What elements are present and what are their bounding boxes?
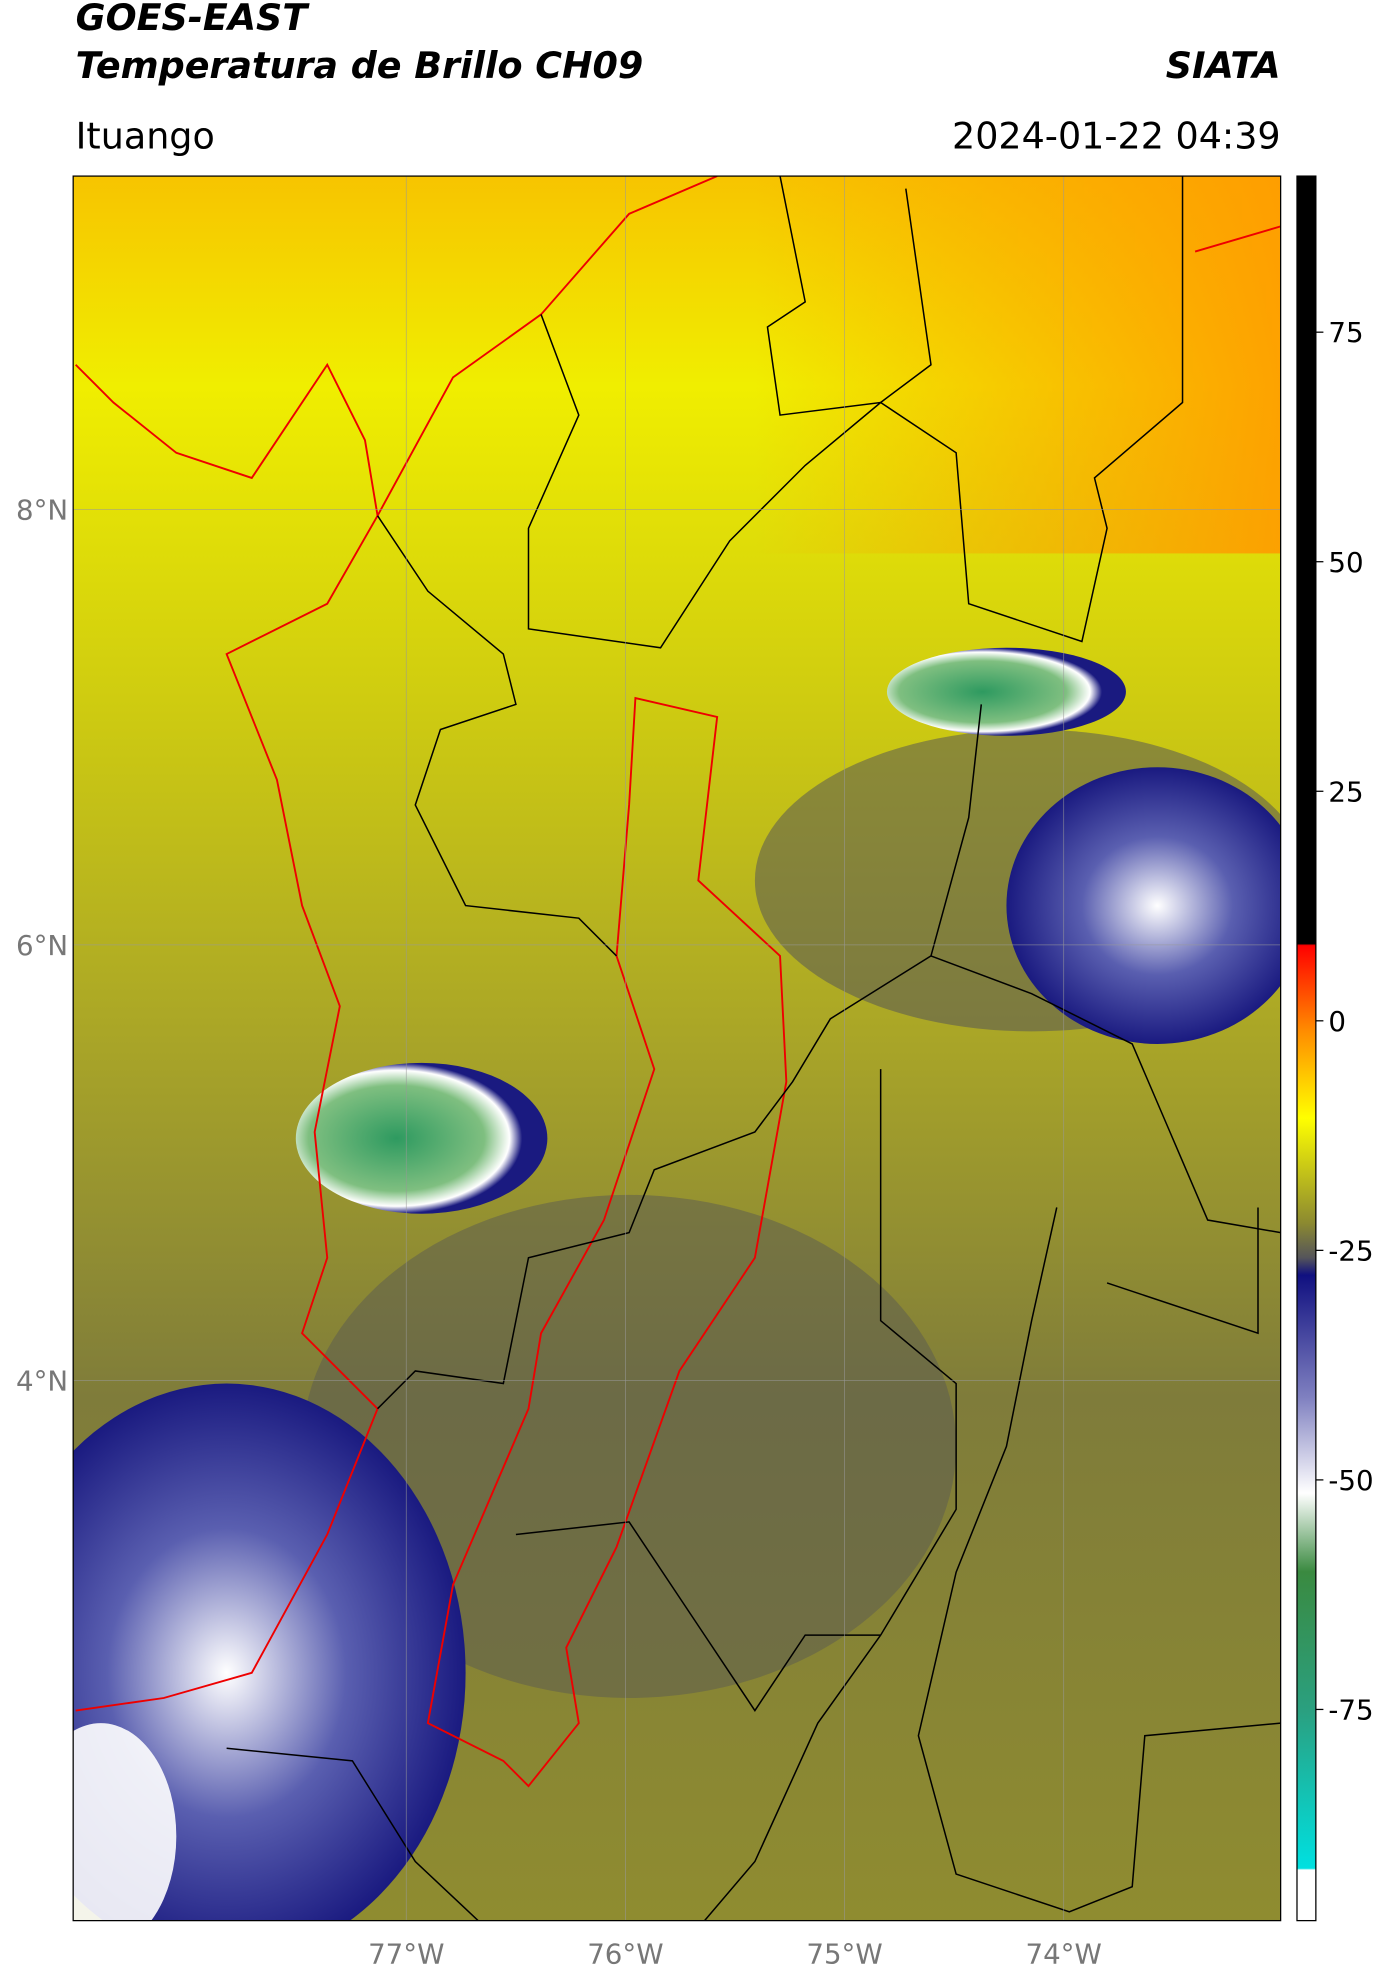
x-tick-label: 76°W (587, 1937, 663, 1970)
region: Ituango (76, 114, 215, 157)
colorbar (1296, 175, 1317, 1922)
y-tick-label: 8°N (16, 493, 68, 526)
datetime: 2024-01-22 04:39 (952, 114, 1281, 157)
x-tick-label: 74°W (1026, 1937, 1102, 1970)
colorbar-tick-label: 0 (1328, 1005, 1346, 1038)
x-tick-label: 75°W (806, 1937, 882, 1970)
colorbar-tick-label: -75 (1328, 1694, 1373, 1727)
colorbar-tick-label: 50 (1328, 546, 1363, 579)
y-tick-label: 4°N (16, 1365, 68, 1398)
source: SIATA (1166, 44, 1281, 87)
map-image (73, 176, 1281, 1921)
ticks: 77°W 76°W 75°W 74°W 8°N 6°N 4°N (16, 493, 1102, 1970)
y-tick-label: 6°N (16, 929, 68, 962)
grid (73, 176, 1281, 1921)
colorbar-tick-label: -25 (1328, 1234, 1373, 1267)
colorbar-ticks: 75 50 25 0 -25 -50 -75 (1315, 316, 1374, 1727)
map-frame (72, 175, 1282, 1922)
colorbar-tick-label: 75 (1328, 316, 1363, 349)
x-tick-label: 77°W (368, 1937, 444, 1970)
title-line1: GOES-EAST (76, 0, 311, 39)
title-line2: Temperatura de Brillo CH09 (76, 44, 644, 87)
colorbar-tick-label: 25 (1328, 775, 1363, 808)
colorbar-tick-label: -50 (1328, 1464, 1373, 1497)
